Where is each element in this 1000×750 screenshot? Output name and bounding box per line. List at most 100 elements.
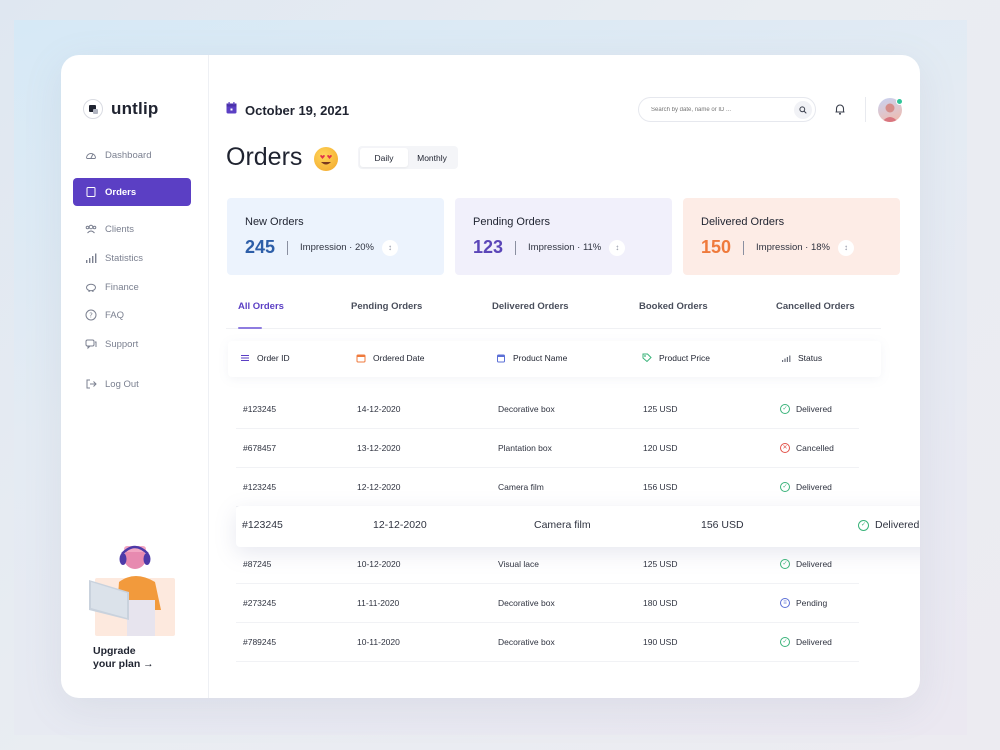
cell-order-id: #678457 <box>243 443 277 453</box>
stat-value: 150 <box>701 237 732 257</box>
sidebar-item-label: Finance <box>105 281 139 293</box>
column-product-price[interactable]: Product Price <box>642 353 710 363</box>
cell-date: 13-12-2020 <box>357 443 401 453</box>
cell-status: ✕ Cancelled <box>780 443 834 453</box>
table-row[interactable]: #789245 10-11-2020 Decorative box 190 US… <box>236 624 859 662</box>
tab-booked-orders[interactable]: Booked Orders <box>639 301 708 312</box>
table-row[interactable]: #87245 10-12-2020 Visual lace 125 USD ✓ … <box>236 546 859 584</box>
stat-value: 123 <box>473 237 504 257</box>
box-icon <box>496 353 506 363</box>
toggle-daily[interactable]: Daily <box>360 148 408 167</box>
calendar-icon <box>226 101 237 119</box>
cell-date: 11-11-2020 <box>357 598 400 608</box>
upgrade-plan-link[interactable]: Upgrade your plan → <box>93 645 154 671</box>
date-display: October 19, 2021 <box>226 101 349 119</box>
sidebar-item-dashboard[interactable]: Dashboard <box>73 141 191 169</box>
sidebar-item-logout[interactable]: Log Out <box>73 370 191 398</box>
arrow-icon[interactable]: ↕ <box>837 239 854 256</box>
cell-date: 10-11-2020 <box>357 637 400 647</box>
search-bar <box>638 97 816 122</box>
sidebar-item-finance[interactable]: Finance <box>73 273 191 301</box>
stat-title: Pending Orders <box>473 216 551 228</box>
cell-product: Plantation box <box>498 443 552 453</box>
sidebar-item-label: Dashboard <box>105 149 152 161</box>
stat-divider <box>515 240 517 255</box>
cell-order-id: #273245 <box>243 598 277 608</box>
sidebar-item-orders[interactable]: Orders <box>73 178 191 206</box>
stat-card-new-orders[interactable]: New Orders 245 Impression · 20% ↕ <box>227 198 444 275</box>
sidebar-item-label: FAQ <box>105 309 125 321</box>
table-row[interactable]: #123245 12-12-2020 Camera film 156 USD ✓… <box>236 469 859 507</box>
status-text: Pending <box>796 598 828 608</box>
column-order-id[interactable]: Order ID <box>240 353 290 363</box>
cell-date: 10-12-2020 <box>357 559 401 569</box>
cell-order-id: #123245 <box>243 404 277 414</box>
column-ordered-date[interactable]: Ordered Date <box>356 353 425 363</box>
stat-title: New Orders <box>245 216 304 228</box>
sidebar-item-faq[interactable]: ? FAQ <box>73 301 191 329</box>
clients-icon <box>85 223 97 235</box>
tab-all-orders[interactable]: All Orders <box>238 301 284 312</box>
tab-cancelled-orders[interactable]: Cancelled Orders <box>776 301 855 312</box>
cell-status: ≡ Pending <box>780 598 827 608</box>
sidebar-item-support[interactable]: Support <box>73 330 191 358</box>
signal-icon <box>781 353 791 363</box>
tag-icon <box>642 353 652 363</box>
logo[interactable]: untlip <box>83 99 158 119</box>
search-button[interactable] <box>794 101 812 119</box>
column-product-name[interactable]: Product Name <box>496 353 567 363</box>
cell-price: 156 USD <box>643 482 678 492</box>
column-label: Status <box>798 353 823 363</box>
period-toggle: Daily Monthly <box>358 146 458 169</box>
cell-price: 120 USD <box>643 443 678 453</box>
table-row[interactable]: #123245 14-12-2020 Decorative box 125 US… <box>236 391 859 429</box>
faq-icon: ? <box>85 309 97 321</box>
cell-price: 125 USD <box>643 404 678 414</box>
calendar-icon <box>356 353 366 363</box>
support-icon <box>85 338 97 350</box>
stat-card-pending-orders[interactable]: Pending Orders 123 Impression · 11% ↕ <box>455 198 672 275</box>
table-row-highlighted[interactable]: #123245 12-12-2020 Camera film 156 USD ✓… <box>236 506 920 547</box>
heart-eyes-emoji-icon <box>314 147 338 171</box>
status-text: Delivered <box>796 637 832 647</box>
logo-text: untlip <box>111 99 159 118</box>
status-text: Cancelled <box>796 443 834 453</box>
logo-mark-icon <box>83 99 103 119</box>
cell-status: ✓ Delivered <box>780 559 832 569</box>
sidebar-item-clients[interactable]: Clients <box>73 215 191 243</box>
check-circle-icon: ✓ <box>780 559 790 569</box>
cell-price: 125 USD <box>643 559 678 569</box>
column-label: Ordered Date <box>373 353 425 363</box>
status-text: Delivered <box>796 404 832 414</box>
cell-product: Camera film <box>498 482 544 492</box>
tab-pending-orders[interactable]: Pending Orders <box>351 301 423 312</box>
column-status[interactable]: Status <box>781 353 822 363</box>
arrow-icon[interactable]: ↕ <box>609 239 626 256</box>
sidebar-item-statistics[interactable]: Statistics <box>73 244 191 272</box>
stat-card-delivered-orders[interactable]: Delivered Orders 150 Impression · 18% ↕ <box>683 198 900 275</box>
status-text: Delivered <box>796 559 832 569</box>
table-row[interactable]: #678457 13-12-2020 Plantation box 120 US… <box>236 430 859 468</box>
cell-date: 14-12-2020 <box>357 404 401 414</box>
cell-date: 12-12-2020 <box>357 482 401 492</box>
stat-divider <box>743 240 745 255</box>
status-text: Delivered <box>796 482 832 492</box>
page-title: Orders <box>226 143 303 171</box>
sidebar-item-label: Support <box>105 338 139 350</box>
stat-value: 245 <box>245 237 276 257</box>
sidebar-item-label: Statistics <box>105 252 144 264</box>
cell-status: ✓ Delivered <box>780 404 832 414</box>
x-circle-icon: ✕ <box>780 443 790 453</box>
arrow-icon[interactable]: ↕ <box>381 239 398 256</box>
status-text: Delivered <box>875 519 920 531</box>
svg-text:?: ? <box>89 312 93 320</box>
cell-price: 156 USD <box>701 519 744 531</box>
search-input[interactable] <box>651 106 791 113</box>
stat-impression: Impression · 11% <box>528 242 602 253</box>
tab-delivered-orders[interactable]: Delivered Orders <box>492 301 569 312</box>
toggle-monthly[interactable]: Monthly <box>417 152 447 163</box>
statistics-icon <box>85 252 97 264</box>
table-row[interactable]: #273245 11-11-2020 Decorative box 180 US… <box>236 585 859 623</box>
sidebar-item-label: Orders <box>105 186 137 198</box>
notification-bell-icon[interactable] <box>833 102 847 116</box>
